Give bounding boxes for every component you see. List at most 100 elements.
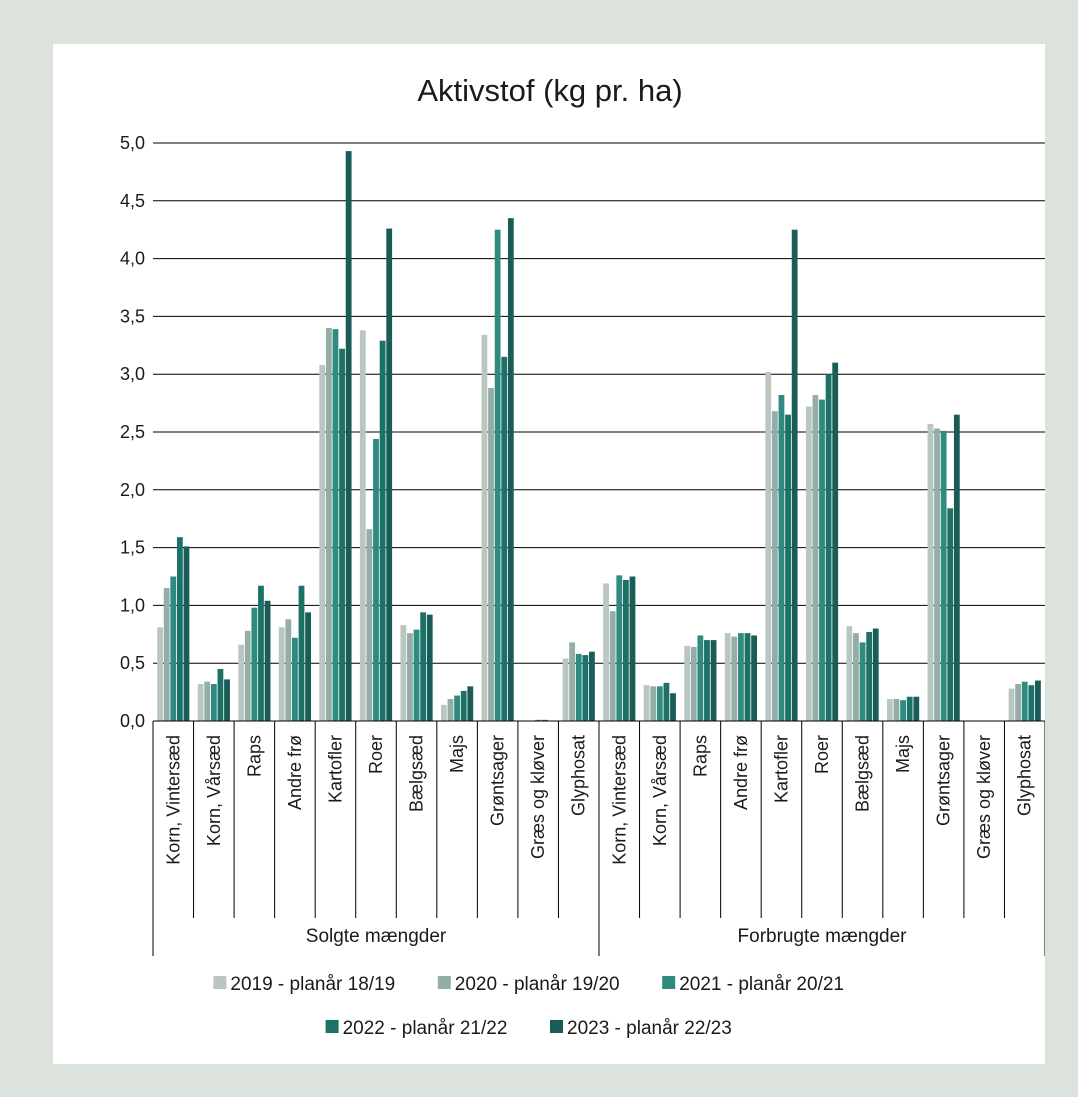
bar <box>170 576 177 721</box>
group-label: Solgte mængder <box>306 926 447 947</box>
bar <box>825 374 832 721</box>
x-tick-label: Roer <box>812 735 832 774</box>
bar <box>765 371 772 721</box>
legend-label: 2022 - planår 21/22 <box>343 1018 508 1039</box>
x-tick-label: Kartofler <box>325 735 345 803</box>
bar <box>251 607 258 721</box>
bar <box>224 679 230 721</box>
bar <box>447 699 454 721</box>
legend-swatch <box>662 976 676 989</box>
bar <box>210 684 217 721</box>
x-tick-label: Græs og kløver <box>528 735 548 859</box>
bar <box>785 414 791 721</box>
y-tick-label: 4,0 <box>120 249 145 269</box>
legend-label: 2023 - planår 22/23 <box>567 1018 732 1039</box>
bar <box>832 362 839 721</box>
bar <box>738 633 744 721</box>
x-tick-label: Kartofler <box>771 735 791 803</box>
bar <box>332 329 339 721</box>
x-tick-label: Andre frø <box>285 735 305 810</box>
bar <box>819 399 825 721</box>
x-tick-label: Raps <box>244 735 264 777</box>
legend-swatch <box>437 976 451 989</box>
bar <box>643 685 650 721</box>
y-tick-label: 3,5 <box>120 306 145 326</box>
bar <box>684 645 691 721</box>
y-tick-label: 3,0 <box>120 364 145 384</box>
bar <box>744 633 751 721</box>
bar <box>278 627 285 721</box>
bar <box>866 631 873 721</box>
bar <box>791 229 798 721</box>
bar <box>163 588 170 721</box>
bar <box>575 653 582 721</box>
bar <box>622 579 629 721</box>
bar <box>264 600 271 721</box>
bar <box>467 686 474 721</box>
bar <box>373 438 379 721</box>
x-tick-label: Andre frø <box>731 735 751 810</box>
bar <box>812 395 819 721</box>
bar <box>656 686 663 721</box>
bar <box>460 690 467 721</box>
bar <box>589 651 595 721</box>
bar <box>197 684 204 721</box>
bar <box>886 699 893 721</box>
bar <box>366 529 373 721</box>
bar <box>853 633 859 721</box>
y-tick-label: 0,5 <box>120 653 145 673</box>
bar <box>778 395 785 721</box>
bar <box>603 583 609 721</box>
x-tick-label: Roer <box>366 735 386 774</box>
legend-label: 2019 - planår 18/19 <box>230 974 395 995</box>
y-tick-label: 2,5 <box>120 422 145 442</box>
legend-swatch <box>325 1020 339 1033</box>
bar <box>454 695 460 721</box>
x-tick-label: Korn, Vintersæd <box>163 735 183 865</box>
bar <box>934 428 940 721</box>
y-tick-label: 0,0 <box>120 711 145 731</box>
y-tick-label: 1,0 <box>120 595 145 615</box>
bar <box>298 585 305 721</box>
x-tick-label: Korn, Vintersæd <box>609 735 629 865</box>
bar <box>379 340 386 721</box>
bar <box>345 151 352 721</box>
y-tick-label: 5,0 <box>120 133 145 153</box>
bar <box>893 699 900 721</box>
bar <box>1028 685 1035 721</box>
bar <box>238 644 245 721</box>
bar <box>947 508 954 721</box>
bar <box>859 642 866 721</box>
bar <box>629 576 636 721</box>
bar <box>305 612 312 721</box>
bar <box>204 681 211 721</box>
bar <box>440 704 447 721</box>
x-tick-label: Korn, Vårsæd <box>204 735 224 846</box>
bar <box>927 423 934 721</box>
bar <box>1008 688 1015 721</box>
y-tick-label: 1,5 <box>120 538 145 558</box>
x-tick-label: Grøntsager <box>488 735 508 826</box>
legend: 2019 - planår 18/19 2020 - planår 19/20 20… <box>213 974 844 1039</box>
bar <box>690 647 697 721</box>
x-tick-label: Korn, Vårsæd <box>650 735 670 846</box>
group-label: Forbrugte mængder <box>738 926 908 947</box>
y-axis-ticks: 0,0 0,5 1,0 1,5 2,0 2,5 3,0 3,5 4,0 4,5 5,0 <box>120 133 145 731</box>
bar <box>407 633 413 721</box>
bar <box>413 629 420 721</box>
bar <box>386 228 393 721</box>
legend-label: 2021 - planår 20/21 <box>679 974 844 995</box>
bar <box>325 327 332 721</box>
bar <box>805 406 812 721</box>
bar <box>731 636 738 721</box>
bar <box>1015 684 1022 721</box>
bar <box>258 585 264 721</box>
legend-label: 2020 - planår 19/20 <box>455 974 620 995</box>
bar <box>710 640 717 721</box>
bar <box>157 627 163 721</box>
bar <box>1021 681 1028 721</box>
x-tick-label: Græs og kløver <box>974 735 994 859</box>
bar <box>697 635 704 721</box>
bar <box>244 630 251 721</box>
bar <box>846 626 853 721</box>
